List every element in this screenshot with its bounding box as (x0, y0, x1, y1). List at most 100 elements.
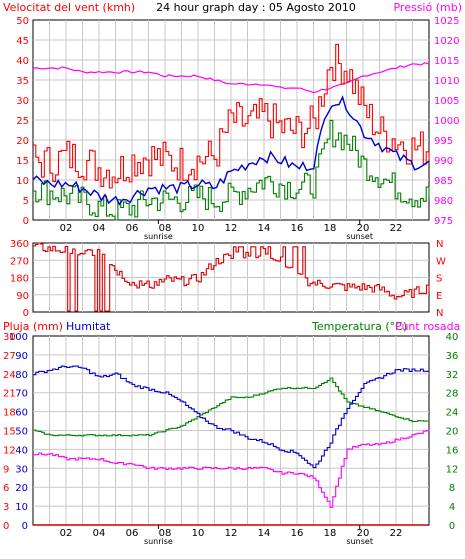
temperature-y-tick-label: 24 (446, 408, 459, 419)
wind-y-tick-label: 35 (16, 76, 29, 87)
wind-y-tick-label: 10 (16, 176, 29, 187)
humidity-y-tick-label: 90 (15, 351, 28, 362)
wind-x-tick-label: 22 (390, 223, 403, 234)
temp-x-tick-label: 20 (357, 528, 370, 539)
wind-average-series-line (32, 95, 430, 206)
wind-y-tick-label: 15 (16, 156, 29, 167)
wind-title: Velocitat del vent (kmh) (3, 1, 135, 14)
temp-x-tick-label: 04 (93, 528, 106, 539)
wind-x-tick-label: 14 (258, 223, 271, 234)
wind-y-tick-label: 40 (16, 56, 29, 67)
direction-compass-label: N (436, 308, 443, 319)
pressure-y-tick-label: 1020 (434, 36, 459, 47)
wind-x-tick-label: 20 (357, 223, 370, 234)
rain-y-tick-label: 30 (3, 332, 16, 343)
wind-x-tick-label: 08 (159, 223, 172, 234)
wind-direction-series-line (33, 242, 430, 312)
humidity-series-line (33, 365, 430, 469)
wind-y-tick-label: 50 (16, 16, 29, 27)
pressure-y-tick-label: 1025 (434, 16, 459, 27)
pressure-y-tick-label: 985 (434, 176, 453, 187)
direction-compass-label: E (436, 291, 442, 302)
wind-y-tick-label: 0 (23, 216, 29, 227)
wind-x-tick-label: 18 (324, 223, 337, 234)
wind-sunset-label: sunset (346, 232, 373, 241)
rain-y-tick-label: 15 (3, 427, 16, 438)
temperature-y-tick-label: 4 (449, 502, 455, 513)
wind-y-tick-label: 45 (16, 36, 29, 47)
temp-sunrise-label: sunrise (144, 537, 173, 546)
wind-y-tick-label: 5 (23, 196, 29, 207)
temp-x-tick-label: 16 (291, 528, 304, 539)
graph-title: 24 hour graph day : 05 Agosto 2010 (156, 1, 356, 14)
humidity-y-tick-label: 20 (15, 483, 28, 494)
humidity-y-tick-label: 50 (15, 427, 28, 438)
wind-x-tick-label: 02 (60, 223, 73, 234)
temperature-y-tick-label: 36 (446, 351, 459, 362)
rain-y-tick-label: 0 (3, 521, 9, 532)
wind-x-tick-label: 12 (225, 223, 238, 234)
temp-x-tick-label: 12 (225, 528, 238, 539)
rain-y-tick-label: 24 (3, 370, 16, 381)
direction-compass-label: S (436, 274, 442, 285)
humidity-y-tick-label: 40 (15, 445, 28, 456)
pressure-series-line (32, 62, 430, 94)
pressure-y-tick-label: 1010 (434, 76, 459, 87)
pressure-y-tick-label: 990 (434, 156, 453, 167)
direction-compass-label: N (436, 239, 443, 250)
temperature-y-tick-label: 8 (449, 483, 455, 494)
temp-x-tick-label: 18 (324, 528, 337, 539)
rain-y-tick-label: 12 (3, 445, 16, 456)
wind-gust-series-line (33, 43, 430, 189)
pressure-y-tick-label: 1015 (434, 56, 459, 67)
temperature-y-tick-label: 12 (446, 464, 459, 475)
temp-x-tick-label: 02 (60, 528, 73, 539)
temp-sunset-label: sunset (346, 537, 373, 546)
direction-y-tick-label: 360 (10, 239, 29, 250)
humidity-y-tick-label: 0 (22, 521, 28, 532)
rain-y-tick-label: 27 (3, 351, 16, 362)
humidity-y-tick-label: 70 (15, 389, 28, 400)
rain-y-tick-label: 3 (3, 502, 9, 513)
humidity-y-tick-label: 100 (9, 332, 28, 343)
humidity-y-tick-label: 10 (15, 502, 28, 513)
wind-x-tick-label: 10 (192, 223, 205, 234)
temperature-y-tick-label: 16 (446, 445, 459, 456)
wind-y-tick-label: 30 (16, 96, 29, 107)
wind-min-series-line (33, 119, 430, 221)
pressure-y-tick-label: 1005 (434, 96, 459, 107)
temperature-y-tick-label: 40 (446, 332, 459, 343)
pressure-y-tick-label: 1000 (434, 116, 459, 127)
direction-y-tick-label: 90 (16, 291, 29, 302)
temperature-title: Temperatura (°C) (311, 320, 407, 333)
rain-title: Pluja (mm) (3, 320, 63, 333)
pressure-y-tick-label: 995 (434, 136, 453, 147)
direction-y-tick-label: 0 (23, 308, 29, 319)
wind-y-tick-label: 25 (16, 116, 29, 127)
temperature-y-tick-label: 0 (449, 521, 455, 532)
humidity-y-tick-label: 80 (15, 370, 28, 381)
temperature-y-tick-label: 28 (446, 389, 459, 400)
humidity-y-tick-label: 60 (15, 408, 28, 419)
direction-y-tick-label: 180 (10, 274, 29, 285)
temp-x-tick-label: 14 (258, 528, 271, 539)
wind-x-tick-label: 04 (93, 223, 106, 234)
temperature-y-tick-label: 20 (446, 427, 459, 438)
wind-x-tick-label: 16 (291, 223, 304, 234)
pressure-y-tick-label: 980 (434, 196, 453, 207)
rain-y-tick-label: 18 (3, 408, 16, 419)
wind-sunrise-label: sunrise (144, 232, 173, 241)
temperature-y-tick-label: 32 (446, 370, 459, 381)
pressure-title: Pressió (mb) (393, 1, 462, 14)
direction-compass-label: W (436, 256, 446, 267)
rain-y-tick-label: 9 (3, 464, 9, 475)
direction-y-tick-label: 270 (10, 256, 29, 267)
temp-x-tick-label: 08 (159, 528, 172, 539)
temp-x-tick-label: 10 (192, 528, 205, 539)
humidity-y-tick-label: 30 (15, 464, 28, 475)
dew-point-title: Punt rosada (395, 320, 460, 333)
dew-point-series-line (33, 430, 430, 508)
temperature-series-line (33, 377, 430, 437)
